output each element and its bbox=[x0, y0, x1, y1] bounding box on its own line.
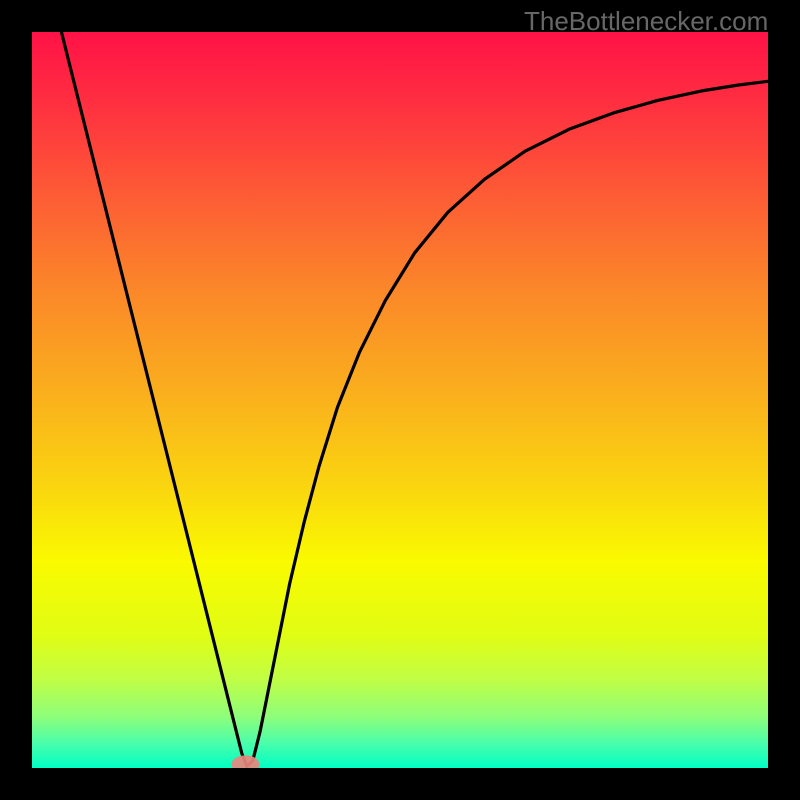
chart-stage: TheBottlenecker.com bbox=[0, 0, 800, 800]
plot-svg bbox=[32, 32, 768, 768]
plot-area bbox=[32, 32, 768, 768]
watermark-text: TheBottlenecker.com bbox=[524, 6, 768, 37]
gradient-background bbox=[32, 32, 768, 768]
